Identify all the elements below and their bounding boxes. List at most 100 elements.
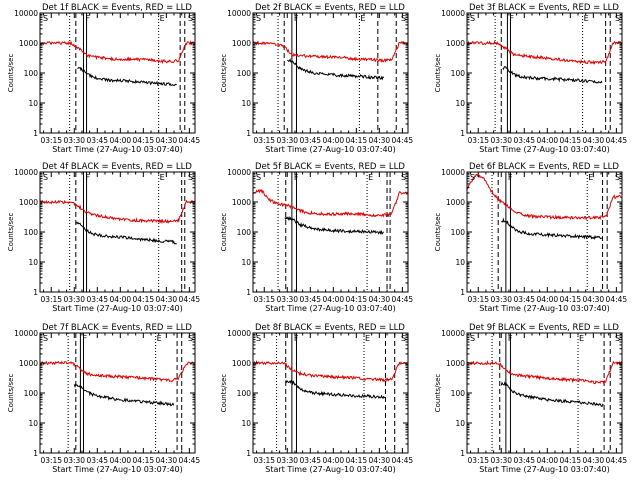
x-tick-label: 04:15 xyxy=(133,295,155,304)
x-tick-label: 04:15 xyxy=(346,295,368,304)
segment-marker-label: S xyxy=(401,173,406,182)
y-tick-label: 1 xyxy=(460,288,465,297)
segment-marker-label: F xyxy=(294,14,299,23)
x-tick-label: 04:30 xyxy=(369,456,391,465)
x-tick-label: 04:45 xyxy=(392,295,414,304)
segment-marker-label: F xyxy=(82,334,87,343)
x-tick-label: 03:30 xyxy=(276,136,298,145)
plot-frame xyxy=(39,332,196,454)
x-tick-label: 04:00 xyxy=(110,136,132,145)
x-tick-label: 04:45 xyxy=(606,136,628,145)
y-tick-label: 100 xyxy=(24,389,39,398)
segment-marker-label: S xyxy=(43,334,48,343)
segment-marker-label: F xyxy=(294,334,299,343)
x-tick-label: 03:15 xyxy=(253,456,275,465)
x-tick-label: 03:30 xyxy=(63,136,85,145)
x-tick-label: 04:45 xyxy=(606,456,628,465)
events-series-line xyxy=(285,379,386,400)
y-axis-label: Counts/sec xyxy=(7,54,15,93)
x-axis-label: Start Time (27-Aug-10 03:07:40) xyxy=(479,304,610,313)
x-tick-label: 04:15 xyxy=(560,456,582,465)
x-tick-label: 04:15 xyxy=(133,136,155,145)
y-tick-label: 10000 xyxy=(14,9,38,18)
segment-marker-label: S xyxy=(256,334,261,343)
segment-marker-label: S xyxy=(615,173,620,182)
segment-marker-label: S xyxy=(188,334,193,343)
segment-marker-label: F xyxy=(508,334,513,343)
x-tick-label: 04:45 xyxy=(179,136,201,145)
x-tick-label: 04:15 xyxy=(133,456,155,465)
segment-marker-label: S xyxy=(470,334,475,343)
x-tick-label: 03:15 xyxy=(253,295,275,304)
y-tick-label: 100 xyxy=(451,69,466,78)
plot-frame xyxy=(252,12,409,134)
x-tick-label: 03:45 xyxy=(513,456,535,465)
events-series-line xyxy=(77,66,177,87)
y-tick-label: 10000 xyxy=(14,329,38,338)
segment-marker-label: F xyxy=(85,173,90,182)
segment-marker-label: S xyxy=(256,173,261,182)
x-tick-label: 03:15 xyxy=(40,136,62,145)
x-tick-label: 04:00 xyxy=(537,456,559,465)
y-tick-label: 10 xyxy=(28,258,38,267)
x-tick-label: 04:30 xyxy=(156,456,178,465)
lld-series-line xyxy=(466,40,622,65)
x-tick-label: 04:30 xyxy=(583,456,605,465)
x-axis-label: Start Time (27-Aug-10 03:07:40) xyxy=(52,145,183,154)
y-tick-label: 1 xyxy=(33,288,38,297)
segment-marker-label: S xyxy=(188,14,193,23)
x-tick-label: 04:45 xyxy=(179,456,201,465)
segment-marker-label: S xyxy=(188,173,193,182)
segment-marker-label: F xyxy=(508,173,513,182)
x-tick-label: 04:00 xyxy=(110,295,132,304)
events-series-line xyxy=(287,58,385,81)
x-tick-label: 03:45 xyxy=(513,136,535,145)
segment-marker-label: F xyxy=(85,14,90,23)
x-tick-label: 04:45 xyxy=(392,456,414,465)
x-tick-label: 04:45 xyxy=(392,136,414,145)
y-axis-label: Counts/sec xyxy=(220,54,228,93)
y-tick-label: 10 xyxy=(455,258,465,267)
x-tick-label: 03:30 xyxy=(276,456,298,465)
y-axis-label: Counts/sec xyxy=(7,374,15,413)
x-axis-label: Start Time (27-Aug-10 03:07:40) xyxy=(265,465,396,474)
events-series-line xyxy=(502,66,603,84)
x-tick-label: 04:15 xyxy=(346,456,368,465)
x-axis-label: Start Time (27-Aug-10 03:07:40) xyxy=(479,465,610,474)
y-axis-label: Counts/sec xyxy=(7,213,15,252)
y-tick-label: 10000 xyxy=(14,168,38,177)
x-tick-label: 03:45 xyxy=(86,295,108,304)
x-tick-label: 03:15 xyxy=(253,136,275,145)
y-tick-label: 1000 xyxy=(232,39,251,48)
x-tick-label: 03:30 xyxy=(276,295,298,304)
panel-title: Det 6f BLACK = Events, RED = LLD xyxy=(469,162,619,172)
segment-marker-label: S xyxy=(401,14,406,23)
segment-marker-label: E xyxy=(584,14,589,23)
y-tick-label: 1 xyxy=(246,288,251,297)
lld-series-line xyxy=(39,39,196,65)
lld-series-line xyxy=(252,360,409,383)
segment-marker-label: E xyxy=(160,173,165,182)
x-tick-label: 03:45 xyxy=(86,136,108,145)
segment-marker-label: E xyxy=(588,173,593,182)
y-axis-label: Counts/sec xyxy=(434,54,442,93)
y-tick-label: 100 xyxy=(451,228,466,237)
y-tick-label: 100 xyxy=(24,228,39,237)
lld-series-line xyxy=(252,188,409,218)
x-tick-label: 03:45 xyxy=(299,456,321,465)
segment-marker-label: S xyxy=(43,14,48,23)
lld-series-line xyxy=(466,173,623,221)
y-tick-label: 100 xyxy=(237,228,252,237)
panel-title: Det 7f BLACK = Events, RED = LLD xyxy=(42,323,192,333)
x-tick-label: 03:30 xyxy=(63,456,85,465)
y-axis-label: Counts/sec xyxy=(220,374,228,413)
x-tick-label: 03:15 xyxy=(467,136,489,145)
y-tick-label: 10 xyxy=(241,258,251,267)
y-tick-label: 10000 xyxy=(441,168,465,177)
segment-marker-label: S xyxy=(615,14,620,23)
